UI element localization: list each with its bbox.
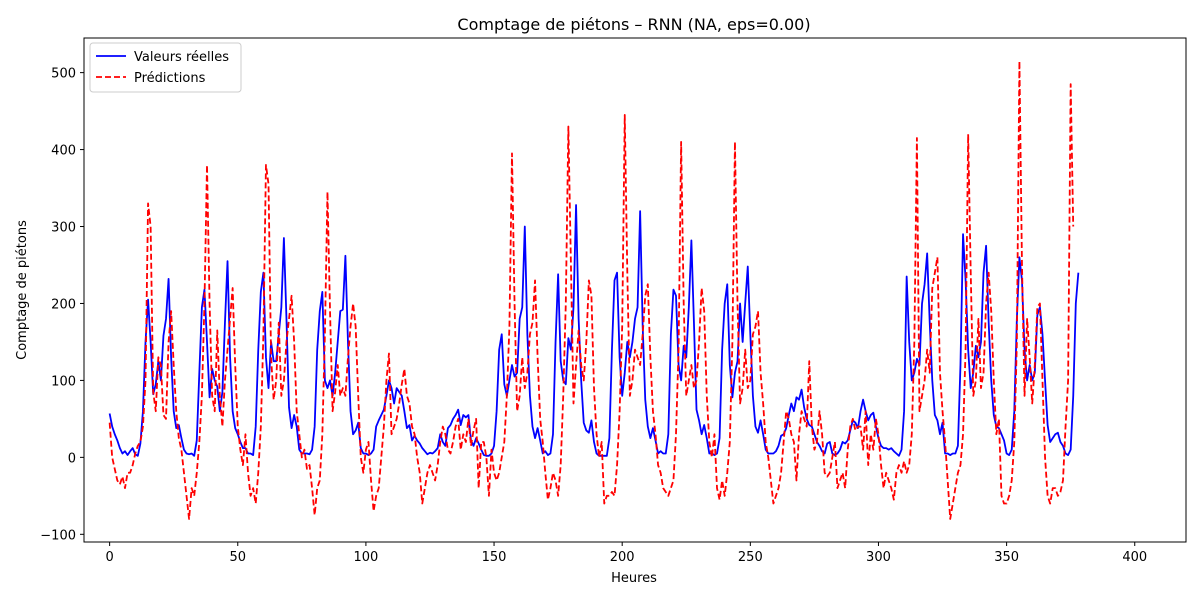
y-axis-label: Comptage de piétons bbox=[15, 220, 30, 360]
y-tick-label: −100 bbox=[40, 528, 76, 543]
legend: Valeurs réelles Prédictions bbox=[90, 43, 241, 92]
x-tick-label: 350 bbox=[994, 550, 1019, 565]
x-tick-label: 400 bbox=[1122, 550, 1147, 565]
x-tick-label: 300 bbox=[866, 550, 891, 565]
y-tick-label: 200 bbox=[51, 297, 76, 312]
y-tick-label: 300 bbox=[51, 221, 76, 236]
x-tick-label: 100 bbox=[353, 550, 378, 565]
x-tick-label: 200 bbox=[610, 550, 635, 565]
legend-label-predicted: Prédictions bbox=[134, 71, 206, 86]
x-axis-label: Heures bbox=[611, 571, 657, 586]
x-tick-label: 150 bbox=[482, 550, 507, 565]
y-axis: −100 0 100 200 300 400 500 bbox=[40, 67, 84, 544]
x-tick-label: 50 bbox=[229, 550, 246, 565]
plot-frame bbox=[84, 38, 1186, 542]
y-tick-label: 400 bbox=[51, 144, 76, 159]
y-tick-label: 0 bbox=[68, 451, 76, 466]
chart-title: Comptage de piétons – RNN (NA, eps=0.00) bbox=[457, 15, 810, 34]
y-tick-label: 500 bbox=[51, 67, 76, 82]
y-tick-label: 100 bbox=[51, 374, 76, 389]
plot-area bbox=[84, 38, 1186, 542]
legend-label-actual: Valeurs réelles bbox=[134, 50, 229, 65]
x-tick-label: 0 bbox=[105, 550, 113, 565]
x-tick-label: 250 bbox=[738, 550, 763, 565]
x-axis: 0 50 100 150 200 250 300 350 400 bbox=[105, 542, 1147, 565]
